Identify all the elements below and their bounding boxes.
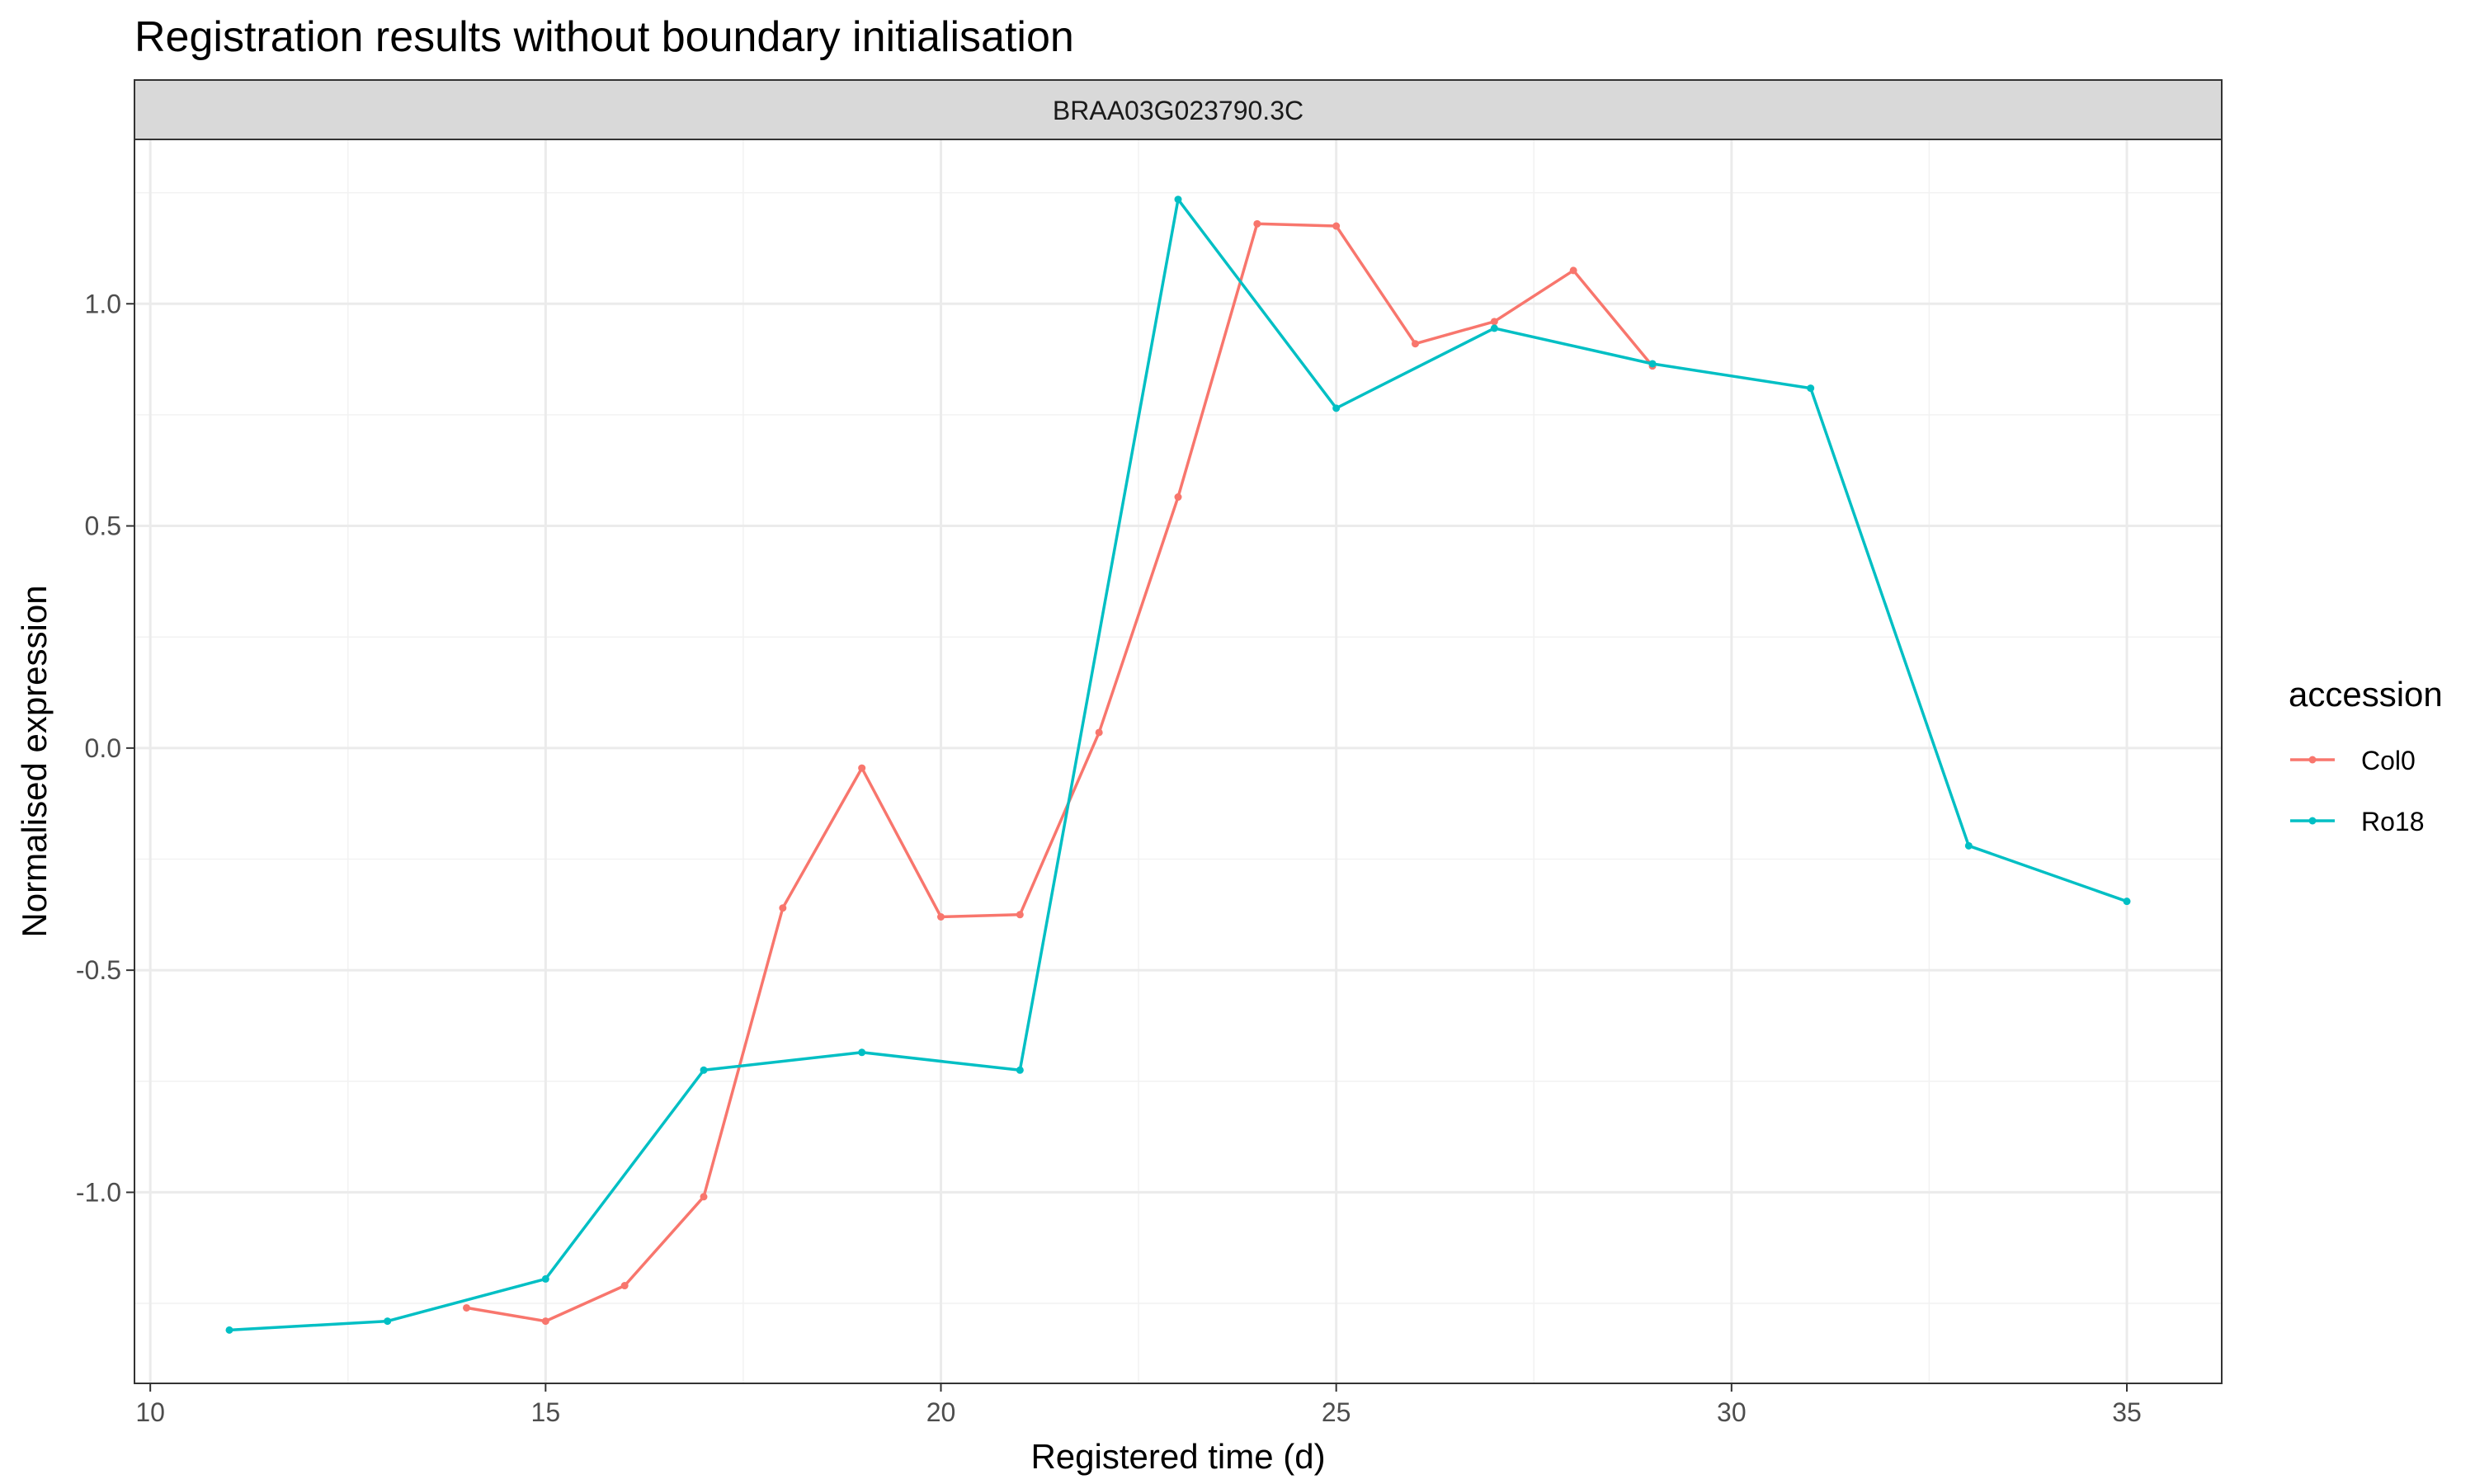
data-point-col0 <box>937 913 945 921</box>
chart-title: Registration results without boundary in… <box>134 13 1074 61</box>
series-ro18 <box>225 196 2131 1334</box>
facet-strip <box>134 79 2223 140</box>
legend: accession Col0 Ro18 <box>2289 675 2443 836</box>
y-axis-ticks: -1.0 -0.5 0.0 0.5 1.0 <box>76 289 134 1207</box>
data-point-ro18 <box>225 1326 233 1334</box>
x-tick-label: 25 <box>1322 1397 1351 1427</box>
legend-title: accession <box>2289 675 2443 714</box>
data-point-ro18 <box>858 1048 866 1057</box>
x-tick-label: 20 <box>926 1397 956 1427</box>
data-point-ro18 <box>1016 1066 1024 1074</box>
legend-key-point <box>2308 756 2317 764</box>
data-point-col0 <box>1253 219 1261 228</box>
x-tick-label: 35 <box>2112 1397 2142 1427</box>
x-tick-label: 15 <box>531 1397 561 1427</box>
data-point-col0 <box>1412 340 1419 348</box>
data-point-col0 <box>1332 222 1341 230</box>
legend-label: Col0 <box>2361 746 2416 775</box>
x-axis-label: Registered time (d) <box>1030 1437 1325 1476</box>
data-point-ro18 <box>700 1066 708 1074</box>
data-point-ro18 <box>541 1274 549 1283</box>
data-point-col0 <box>620 1282 629 1290</box>
series-line-col0 <box>466 222 1654 1323</box>
data-point-ro18 <box>1648 360 1657 368</box>
data-point-ro18 <box>384 1317 392 1326</box>
data-series <box>225 196 2131 1334</box>
data-point-ro18 <box>2123 897 2131 906</box>
y-tick-label: -1.0 <box>76 1177 121 1207</box>
y-tick-label: 1.0 <box>85 289 121 318</box>
data-point-ro18 <box>1964 841 1973 850</box>
y-tick-label: 0.0 <box>85 733 121 763</box>
legend-label: Ro18 <box>2361 807 2425 836</box>
series-col0 <box>463 219 1657 1326</box>
legend-item-col0: Col0 <box>2290 746 2416 775</box>
data-point-ro18 <box>1332 404 1341 412</box>
y-axis-label: Normalised expression <box>15 585 54 937</box>
data-point-ro18 <box>1490 324 1498 332</box>
data-point-col0 <box>1569 266 1577 275</box>
legend-key-point <box>2308 817 2317 825</box>
data-point-col0 <box>1016 911 1024 919</box>
legend-items: Col0 Ro18 <box>2290 746 2425 836</box>
data-point-col0 <box>1095 728 1103 737</box>
data-point-col0 <box>858 764 866 772</box>
data-point-col0 <box>700 1193 708 1201</box>
y-tick-label: -0.5 <box>76 955 121 985</box>
plot-panel-border <box>134 139 2223 1384</box>
data-point-col0 <box>779 904 787 912</box>
data-point-col0 <box>1490 318 1498 326</box>
data-point-ro18 <box>1807 384 1815 393</box>
legend-item-ro18: Ro18 <box>2290 807 2425 836</box>
data-point-col0 <box>1174 493 1182 502</box>
x-axis-ticks: 10 15 20 25 30 35 <box>135 1383 2142 1427</box>
y-tick-label: 0.5 <box>85 511 121 541</box>
minor-gridlines <box>134 139 2222 1383</box>
data-point-col0 <box>463 1303 470 1312</box>
x-tick-label: 10 <box>135 1397 165 1427</box>
plot-panel <box>134 139 2222 1383</box>
x-tick-label: 30 <box>1717 1397 1747 1427</box>
facet-label: BRAA03G023790.3C <box>1053 96 1304 125</box>
data-point-ro18 <box>1174 196 1182 204</box>
major-gridlines <box>134 139 2222 1383</box>
data-point-col0 <box>541 1317 549 1326</box>
